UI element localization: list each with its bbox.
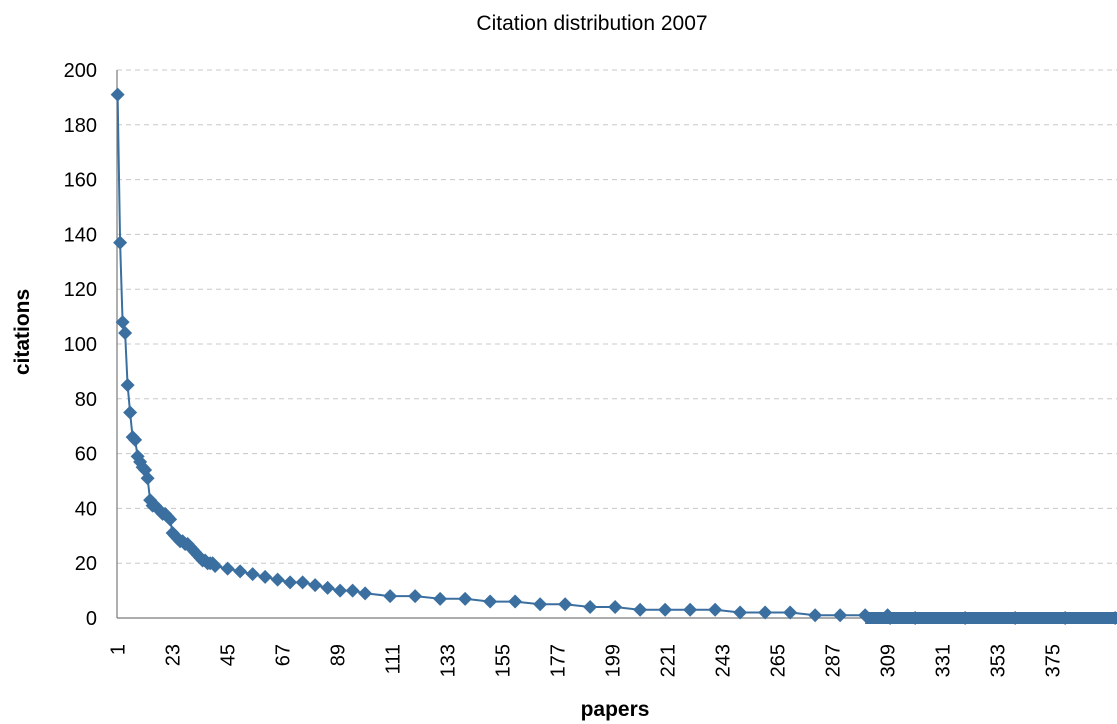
chart-title: Citation distribution 2007 <box>476 12 707 35</box>
data-point <box>808 608 823 623</box>
data-point <box>833 608 848 623</box>
x-tick-label: 111 <box>383 644 405 674</box>
y-tick-label: 120 <box>64 279 97 301</box>
x-tick-label: 375 <box>1043 644 1065 677</box>
y-tick-label: 40 <box>75 498 97 520</box>
data-point <box>758 605 773 620</box>
data-point <box>270 572 285 587</box>
y-tick-label: 60 <box>75 444 97 466</box>
data-point <box>113 235 128 250</box>
y-tick-label: 160 <box>64 170 97 192</box>
zero-citation-markers <box>865 612 1117 624</box>
data-point <box>583 600 598 615</box>
data-point <box>220 561 235 576</box>
data-point <box>128 432 143 447</box>
x-tick-label: 67 <box>273 644 295 666</box>
data-point <box>115 315 130 330</box>
y-axis-label: citations <box>11 289 34 375</box>
y-tick-label: 80 <box>75 389 97 411</box>
data-point <box>123 405 138 420</box>
x-tick-label: 1 <box>108 644 130 655</box>
data-point <box>140 471 155 486</box>
x-tick-label: 155 <box>493 644 515 677</box>
x-tick-label: 331 <box>933 644 955 677</box>
series-citations <box>110 87 1117 625</box>
data-point <box>245 567 260 582</box>
x-tick-label: 89 <box>328 644 350 666</box>
data-point <box>683 602 698 617</box>
y-tick-label: 180 <box>64 115 97 137</box>
y-axis-ticks: 0 20 40 60 80 100 120 140 160 180 200 <box>64 60 97 630</box>
data-point <box>708 602 723 617</box>
x-axis-label: papers <box>581 698 650 721</box>
data-point <box>458 591 473 606</box>
x-tick-label: 23 <box>163 644 185 666</box>
data-point <box>333 583 348 598</box>
y-tick-label: 20 <box>75 553 97 575</box>
data-point <box>283 575 298 590</box>
data-point <box>118 326 133 341</box>
data-point <box>483 594 498 609</box>
x-tick-label: 177 <box>548 644 570 677</box>
x-tick-label: 287 <box>823 644 845 677</box>
data-point <box>295 575 310 590</box>
x-axis-ticks: 1 23 45 67 89 111 133 155 177 199 221 243 265 287 309 3… <box>108 644 1065 677</box>
data-point <box>258 569 273 584</box>
y-tick-label: 100 <box>64 334 97 356</box>
data-point <box>633 602 648 617</box>
x-tick-label: 199 <box>603 644 625 677</box>
data-point <box>783 605 798 620</box>
data-point <box>408 589 423 604</box>
data-point <box>608 600 623 615</box>
data-point <box>163 512 178 527</box>
data-point <box>658 602 673 617</box>
x-tick-label: 133 <box>438 644 460 677</box>
data-point <box>120 378 135 393</box>
y-tick-label: 140 <box>64 224 97 246</box>
x-tick-label: 221 <box>658 644 680 677</box>
x-tick-label: 243 <box>713 644 735 677</box>
data-point <box>733 605 748 620</box>
data-point <box>308 578 323 593</box>
data-point <box>383 589 398 604</box>
data-point <box>110 87 125 102</box>
series-line <box>116 94 1116 619</box>
grid-lines <box>117 69 1117 564</box>
data-point <box>345 583 360 598</box>
y-tick-label: 200 <box>64 60 97 82</box>
x-tick-label: 45 <box>218 644 240 666</box>
data-point <box>533 597 548 612</box>
data-point <box>208 558 223 573</box>
data-point <box>558 597 573 612</box>
data-point <box>320 580 335 595</box>
x-tick-label: 353 <box>988 644 1010 677</box>
x-tick-label: 309 <box>878 644 900 677</box>
data-point <box>433 591 448 606</box>
data-point <box>358 586 373 601</box>
data-point <box>233 564 248 579</box>
data-point <box>508 594 523 609</box>
y-tick-label: 0 <box>86 608 97 630</box>
x-tick-label: 265 <box>768 644 790 677</box>
